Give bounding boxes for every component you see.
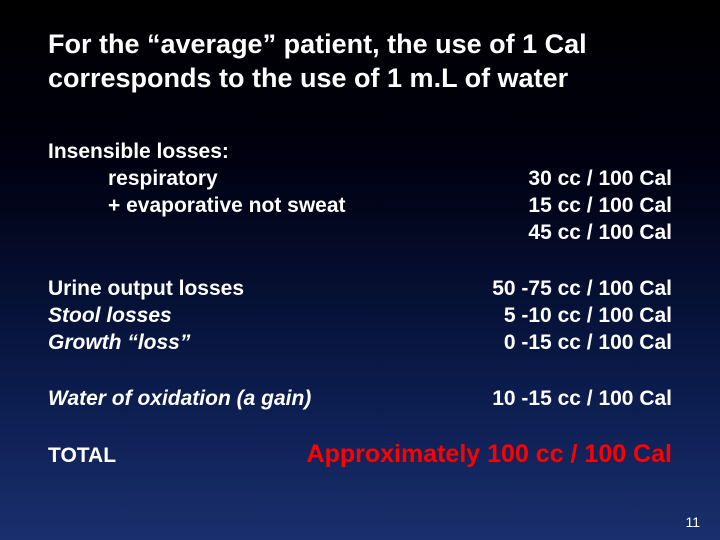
stool-label: Stool losses [48, 302, 172, 329]
section-insensible: Insensible losses: respiratory 30 cc / 1… [48, 138, 672, 247]
slide-title: For the “average” patient, the use of 1 … [48, 28, 672, 96]
oxidation-label: Water of oxidation (a gain) [48, 385, 311, 412]
total-value: Approximately 100 cc / 100 Cal [116, 440, 672, 469]
urine-label: Urine output losses [48, 275, 244, 302]
page-number: 11 [685, 514, 700, 530]
respiratory-value: 30 cc / 100 Cal [528, 165, 672, 192]
growth-value: 0 -15 cc / 100 Cal [504, 329, 672, 356]
stool-value: 5 -10 cc / 100 Cal [504, 302, 672, 329]
section-other-losses: Urine output losses 50 -75 cc / 100 Cal … [48, 275, 672, 357]
total-label: TOTAL [48, 444, 116, 468]
oxidation-value: 10 -15 cc / 100 Cal [492, 385, 672, 412]
total-row: TOTAL Approximately 100 cc / 100 Cal [48, 440, 672, 469]
section-oxidation: Water of oxidation (a gain) 10 -15 cc / … [48, 385, 672, 412]
insensible-header: Insensible losses: [48, 138, 229, 165]
urine-value: 50 -75 cc / 100 Cal [492, 275, 672, 302]
evaporative-label: + evaporative not sweat [48, 192, 346, 219]
respiratory-label: respiratory [48, 165, 218, 192]
insensible-subtotal: 45 cc / 100 Cal [528, 219, 672, 246]
evaporative-value: 15 cc / 100 Cal [528, 192, 672, 219]
growth-label: Growth “loss” [48, 329, 190, 356]
